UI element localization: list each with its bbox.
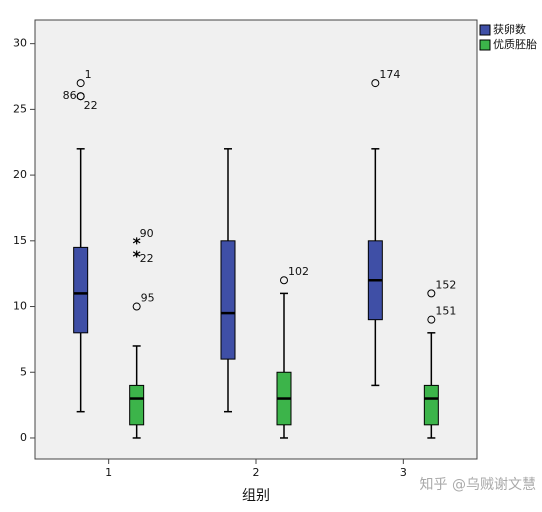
y-tick-label: 5 xyxy=(20,365,27,378)
y-tick-label: 25 xyxy=(13,102,27,115)
extreme-label: 90 xyxy=(140,227,154,240)
legend-label: 优质胚胎 xyxy=(493,37,537,51)
outlier-label: 152 xyxy=(435,278,456,291)
x-tick-label: 3 xyxy=(400,466,407,479)
extreme-label: 22 xyxy=(140,252,154,265)
box xyxy=(73,246,89,334)
x-tick-label: 2 xyxy=(253,466,260,479)
extreme xyxy=(132,250,141,258)
outlier xyxy=(132,302,141,311)
x-tick-label: 1 xyxy=(105,466,112,479)
extreme xyxy=(132,237,141,245)
outlier-label: 174 xyxy=(379,68,400,81)
outlier-label: 95 xyxy=(141,292,155,305)
legend-swatch xyxy=(479,24,491,36)
y-tick-label: 15 xyxy=(13,234,27,247)
outlier-label: 22 xyxy=(84,99,98,112)
y-tick-label: 10 xyxy=(13,300,27,313)
y-tick-label: 30 xyxy=(13,37,27,50)
legend-swatch xyxy=(479,39,491,51)
outlier xyxy=(427,289,436,298)
outlier xyxy=(76,79,85,88)
box xyxy=(220,240,236,360)
outlier xyxy=(371,79,380,88)
outlier xyxy=(76,92,85,101)
outlier xyxy=(427,315,436,324)
y-tick-label: 20 xyxy=(13,168,27,181)
outlier-label: 151 xyxy=(435,305,456,318)
box xyxy=(423,384,439,426)
plot-area xyxy=(34,19,478,460)
watermark: 知乎 @乌贼谢文慧 xyxy=(420,476,536,493)
box xyxy=(129,384,145,426)
y-tick-label: 0 xyxy=(20,431,27,444)
outlier-label: 1 xyxy=(85,68,92,81)
outlier-label: 102 xyxy=(288,265,309,278)
x-axis-label: 组别 xyxy=(242,488,270,504)
outlier xyxy=(280,276,288,285)
legend-label: 获卵数 xyxy=(493,23,526,36)
outlier-label: 86 xyxy=(63,89,77,102)
